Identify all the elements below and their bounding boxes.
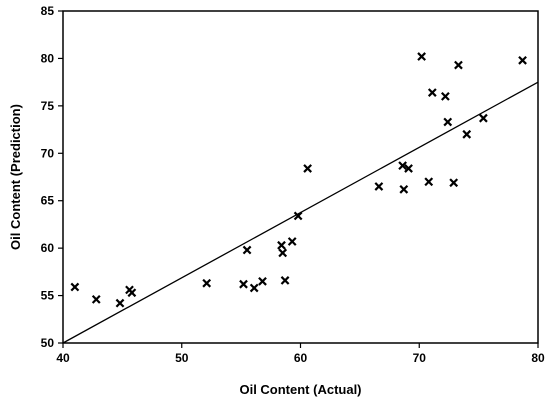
data-point-marker bbox=[287, 237, 297, 246]
data-points bbox=[70, 52, 527, 308]
data-point-marker bbox=[478, 113, 488, 123]
y-tick-label: 60 bbox=[41, 241, 55, 255]
data-point-marker bbox=[202, 278, 212, 288]
plot-area-frame bbox=[62, 10, 539, 344]
y-tick-label: 75 bbox=[41, 99, 55, 113]
data-point-marker bbox=[280, 276, 290, 285]
x-tick-label: 70 bbox=[413, 351, 427, 365]
y-tick-label: 55 bbox=[41, 289, 55, 303]
data-point-marker bbox=[398, 161, 408, 170]
data-point-marker bbox=[462, 129, 472, 139]
data-point-marker bbox=[440, 91, 450, 101]
data-point-marker bbox=[91, 294, 101, 304]
y-tick-label: 80 bbox=[41, 51, 55, 65]
data-point-marker bbox=[278, 248, 288, 258]
data-point-marker bbox=[518, 55, 527, 65]
data-point-marker bbox=[249, 283, 259, 293]
y-tick-label: 85 bbox=[41, 4, 55, 18]
data-point-marker bbox=[70, 282, 80, 292]
x-tick-label: 60 bbox=[294, 351, 308, 365]
axis-ticks bbox=[58, 10, 539, 348]
y-tick-label: 65 bbox=[41, 194, 55, 208]
data-point-marker bbox=[115, 298, 125, 308]
data-point-marker bbox=[454, 60, 463, 70]
data-point-marker bbox=[303, 164, 313, 173]
data-point-marker bbox=[258, 276, 267, 286]
y-axis-title: Oil Content (Prediction) bbox=[8, 104, 23, 250]
y-tick-label: 70 bbox=[41, 146, 55, 160]
data-point-marker bbox=[242, 245, 252, 255]
data-point-marker bbox=[449, 178, 459, 188]
data-point-marker bbox=[427, 88, 437, 97]
data-point-marker bbox=[404, 164, 413, 173]
data-point-marker bbox=[443, 117, 453, 127]
x-tick-label: 40 bbox=[56, 351, 70, 365]
x-tick-label: 50 bbox=[175, 351, 189, 365]
y-tick-label: 50 bbox=[41, 336, 55, 350]
data-point-marker bbox=[424, 177, 434, 187]
data-point-marker bbox=[127, 288, 137, 298]
data-point-marker bbox=[293, 211, 303, 221]
data-point-marker bbox=[239, 279, 248, 289]
data-point-marker bbox=[417, 52, 427, 61]
data-point-marker bbox=[399, 184, 409, 194]
x-tick-label: 80 bbox=[531, 351, 545, 365]
x-axis-title: Oil Content (Actual) bbox=[239, 382, 361, 397]
data-point-marker bbox=[277, 240, 286, 250]
data-point-marker bbox=[374, 182, 384, 191]
